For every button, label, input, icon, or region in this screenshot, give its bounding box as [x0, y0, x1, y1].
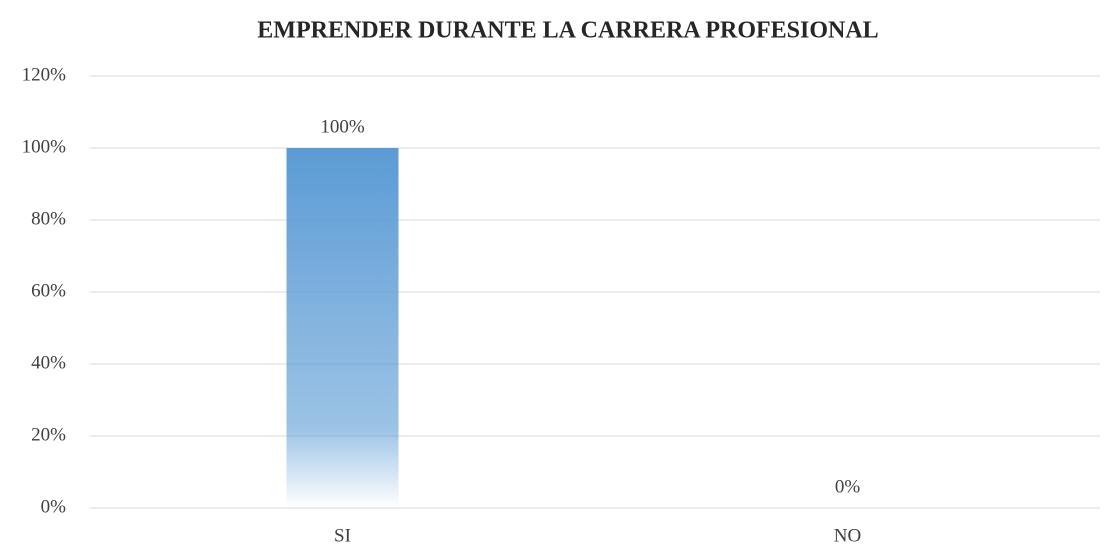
y-tick-label: 100%	[22, 136, 67, 157]
y-tick-label: 120%	[22, 64, 67, 85]
data-label: 100%	[320, 116, 365, 137]
x-tick-label: NO	[834, 525, 861, 546]
y-tick-label: 80%	[31, 208, 66, 229]
y-tick-label: 60%	[31, 280, 66, 301]
bar	[286, 148, 399, 508]
chart-title: EMPRENDER DURANTE LA CARRERA PROFESIONAL	[257, 18, 878, 44]
y-tick-label: 0%	[41, 496, 67, 517]
data-label: 0%	[835, 476, 861, 497]
y-tick-label: 40%	[31, 352, 66, 373]
y-tick-label: 20%	[31, 424, 66, 445]
x-tick-label: SI	[334, 525, 351, 546]
